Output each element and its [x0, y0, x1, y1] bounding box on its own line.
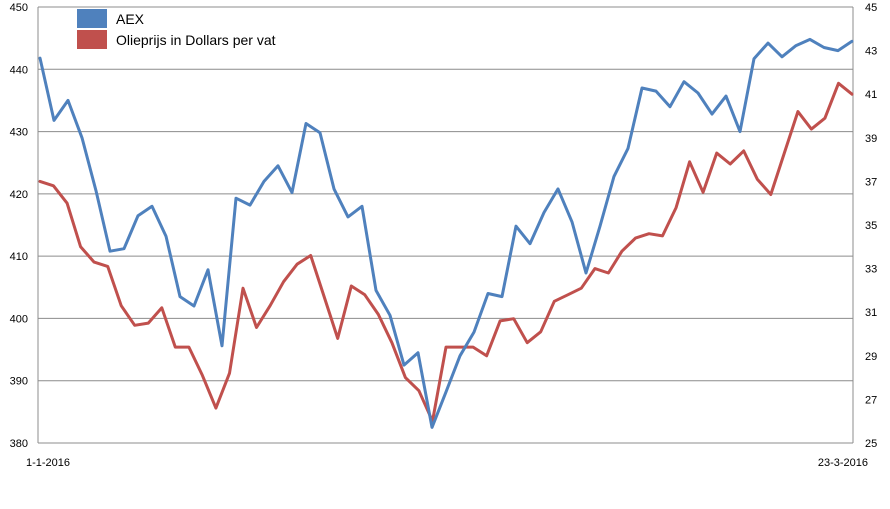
left-tick-label: 380 [10, 438, 28, 450]
right-axis-ticks: 25 27 29 31 33 35 37 39 41 43 45 [865, 2, 877, 450]
left-tick-label: 440 [10, 64, 28, 76]
right-tick-label: 25 [865, 438, 877, 450]
legend-swatch-aex [77, 9, 107, 28]
legend: AEX Olieprijs in Dollars per vat [77, 9, 276, 49]
legend-label-aex: AEX [116, 11, 145, 27]
right-tick-label: 37 [865, 176, 877, 188]
left-tick-label: 430 [10, 127, 28, 139]
right-tick-label: 29 [865, 351, 877, 363]
series-line-aex [38, 37, 854, 429]
x-tick-start: 1-1-2016 [26, 457, 70, 469]
legend-label-oil: Olieprijs in Dollars per vat [116, 32, 276, 48]
legend-swatch-oil [77, 30, 107, 49]
left-axis-ticks: 380 390 400 410 420 430 440 450 [10, 2, 28, 450]
right-tick-label: 33 [865, 264, 877, 276]
right-tick-label: 31 [865, 307, 877, 319]
right-tick-label: 45 [865, 2, 877, 14]
right-tick-label: 43 [865, 46, 877, 58]
left-tick-label: 410 [10, 251, 28, 263]
gridlines [37, 6, 854, 444]
right-tick-label: 27 [865, 394, 877, 406]
left-tick-label: 390 [10, 376, 28, 388]
left-tick-label: 420 [10, 189, 28, 201]
left-tick-label: 400 [10, 313, 28, 325]
series-line-oil [38, 81, 854, 423]
left-tick-label: 450 [10, 2, 28, 14]
right-tick-label: 39 [865, 133, 877, 145]
right-tick-label: 35 [865, 220, 877, 232]
series-lines [38, 37, 854, 429]
x-tick-end: 23-3-2016 [818, 457, 868, 469]
right-tick-label: 41 [865, 89, 877, 101]
